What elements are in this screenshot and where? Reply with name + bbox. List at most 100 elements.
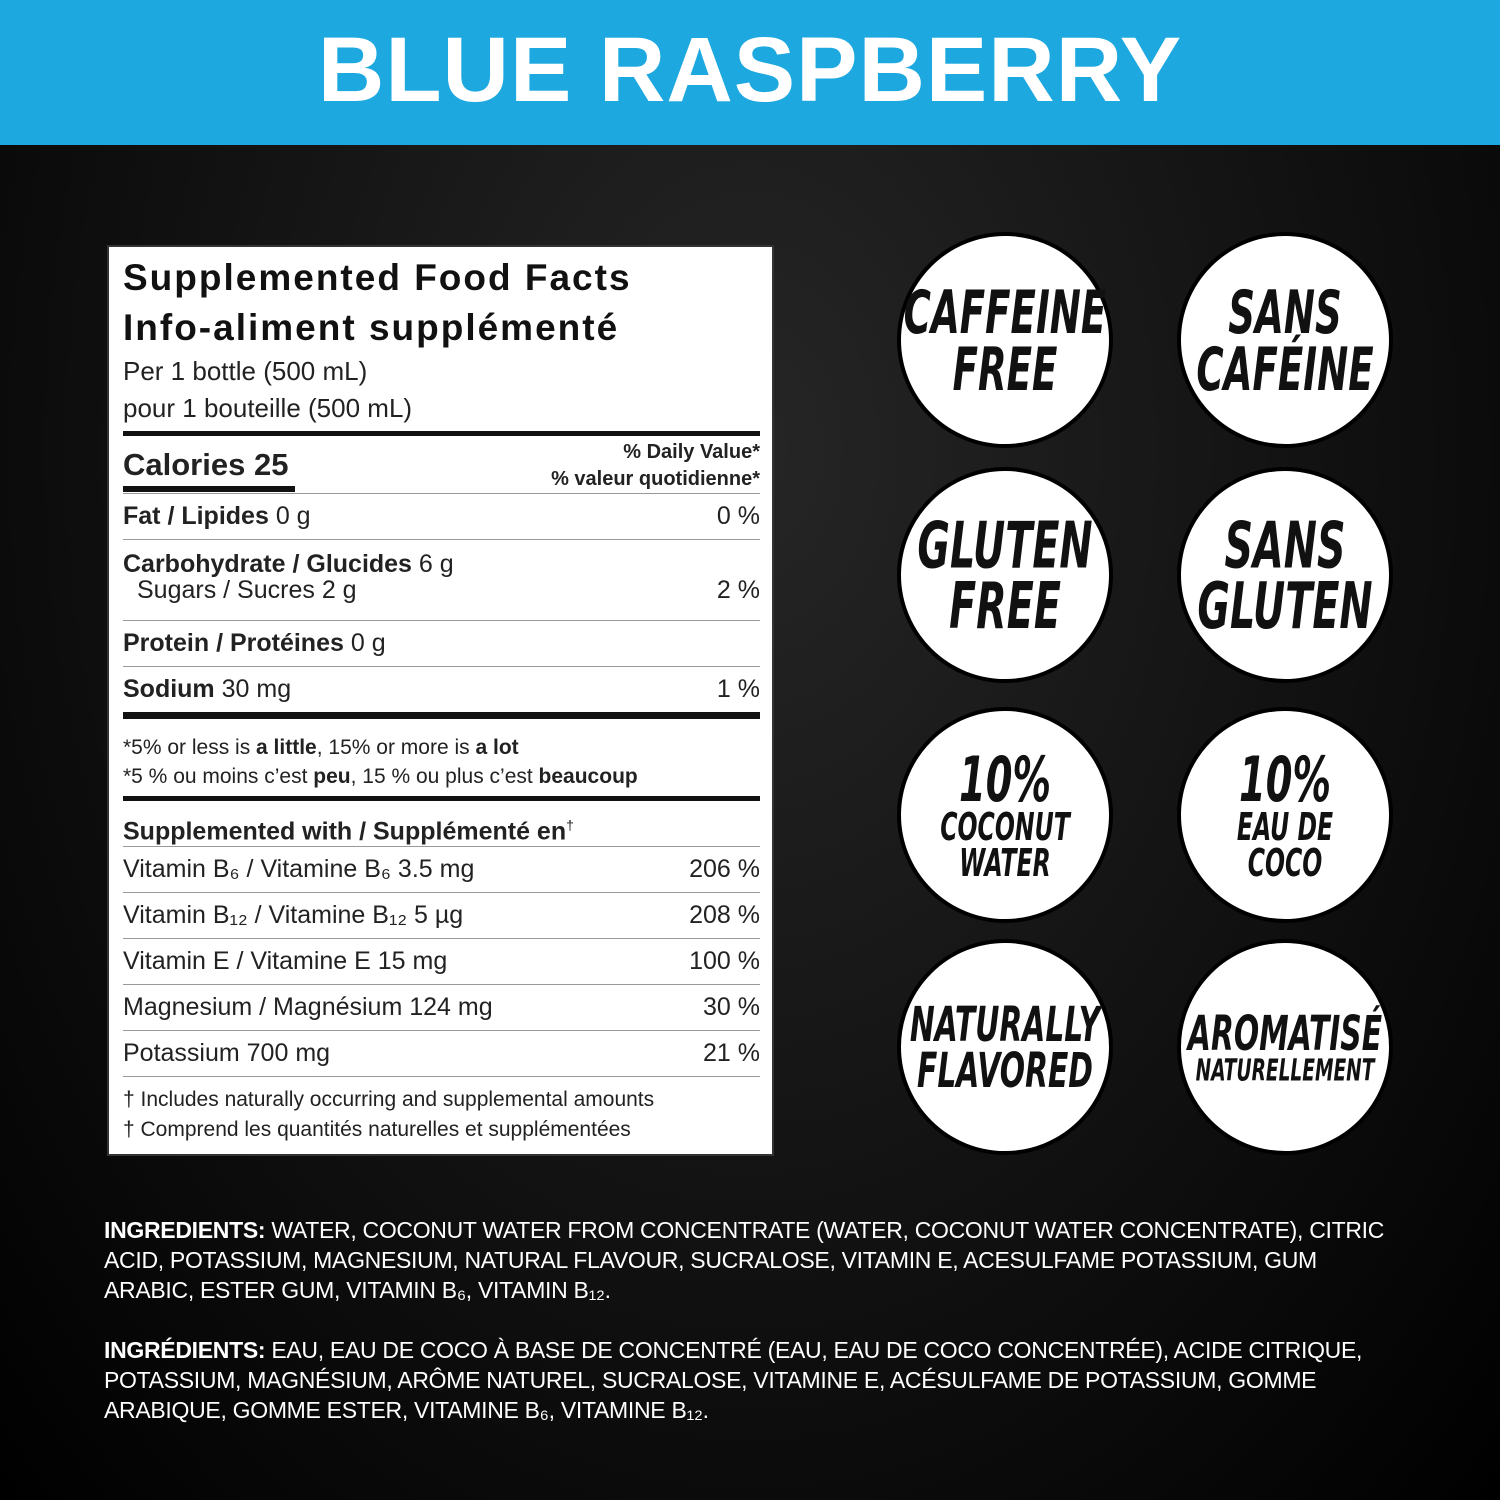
footnote: † Includes naturally occurring and suppl… [123, 1088, 655, 1111]
badge-text: SANS [1228, 278, 1341, 348]
dv-heading: % valeur quotidienne* [551, 468, 760, 490]
daily-value: 206 % [689, 855, 760, 883]
badge [897, 232, 1113, 448]
badge [897, 467, 1113, 683]
badge-text: NATURELLEMENT [1196, 1053, 1376, 1088]
badge-text: GLUTEN [1197, 569, 1372, 644]
badge-text: NATURALLY [910, 998, 1103, 1053]
vitamin-row: Magnesium / Magnésium 124 mg 30 % [123, 984, 760, 1030]
note-text: *5% or less is [123, 736, 257, 759]
nutrient: Sugars / Sucres 2 g [137, 572, 357, 608]
badge-text: COCO [1248, 842, 1323, 885]
note-text: , 15% or more is [316, 736, 476, 759]
heading: Supplemented with / Supplémenté en [123, 817, 567, 846]
ingredients-label: INGRÉDIENTS: [104, 1337, 266, 1363]
dv-note: *5% or less is a little, 15% or more is … [123, 712, 760, 796]
nutrient-label: Carbohydrate / Glucides [123, 550, 412, 578]
badge-text: GLUTEN [917, 508, 1092, 583]
calories-row: Calories 25 % Daily Value* % valeur quot… [123, 431, 760, 493]
nutrient-row: Protein / Protéines 0 g [123, 620, 760, 666]
badge-text: CAFFEINE [904, 278, 1107, 348]
nutrient: Fat / Lipides 0 g [123, 494, 311, 539]
nutrient-label: Sodium [123, 675, 215, 703]
badge [897, 707, 1113, 923]
nutrient-row: Fat / Lipides 0 g 0 % [123, 493, 760, 539]
note-line: *5% or less is a little, 15% or more is … [123, 733, 760, 762]
calories: Calories 25 [123, 440, 295, 492]
vitamin-label: Magnesium / Magnésium 124 mg [123, 993, 493, 1021]
vitamin-row: Vitamin E / Vitamine E 15 mg 100 % [123, 938, 760, 984]
badge-text: 10% [1239, 744, 1331, 816]
nutrient-amount: 6 g [418, 550, 454, 578]
note-text: beaucoup [538, 765, 638, 788]
daily-value: 0 % [716, 502, 760, 530]
nutrition-facts: Supplemented Food Facts Info-aliment sup… [107, 245, 774, 1156]
badge-text: EAU DE [1237, 806, 1334, 849]
daily-value: 100 % [689, 947, 760, 975]
note-text: , 15 % ou plus c’est [350, 765, 539, 788]
footnote: † Comprend les quantités naturelles et s… [123, 1118, 631, 1141]
badge-text: AROMATISÉ [1186, 1005, 1382, 1061]
line: Sugars / Sucres 2 g 2 % [123, 572, 760, 608]
badge [1177, 232, 1393, 448]
note-text: a lot [475, 736, 519, 759]
badge-text: 10% [959, 744, 1051, 816]
badge-text: WATER [959, 842, 1050, 885]
facts-title: Supplemented Food Facts [123, 257, 632, 298]
badge-text: COCONUT [940, 806, 1071, 849]
nutrient-row: Carbohydrate / Glucides 6 g Sugars / Sucr… [123, 539, 760, 620]
line: Carbohydrate / Glucides 6 g [123, 540, 760, 578]
ingredients-fr: INGRÉDIENTS: EAU, EAU DE COCO À BASE DE … [104, 1335, 1404, 1425]
facts-title: Info-aliment supplémenté [123, 307, 620, 348]
badge [1177, 467, 1393, 683]
nutrient-row: Sodium 30 mg 1 % [123, 666, 760, 712]
nutrient-rows: Fat / Lipides 0 g 0 % Carbohydrate / Gluci… [123, 493, 760, 712]
nutrient-amount: 0 g [275, 502, 311, 530]
vitamin-row: Vitamin B₆ / Vitamine B₆ 3.5 mg 206 % [123, 846, 760, 892]
note-text: peu [313, 765, 351, 788]
vitamin-rows: Vitamin B₆ / Vitamine B₆ 3.5 mg 206 % Vita… [123, 846, 760, 1076]
nutrient-amount: 2 g [321, 576, 357, 604]
vitamin-label: Potassium 700 mg [123, 1039, 331, 1067]
badge-text: CAFÉINE [1196, 333, 1373, 404]
vitamin-label: Vitamin B₁₂ / Vitamine B₁₂ 5 µg [123, 901, 464, 929]
serving: pour 1 bouteille (500 mL) [123, 393, 413, 423]
serving: Per 1 bottle (500 mL) [123, 356, 368, 386]
vitamin-row: Potassium 700 mg 21 % [123, 1030, 760, 1076]
footnotes: † Includes naturally occurring and suppl… [123, 1076, 760, 1145]
nutrient-amount: 0 g [350, 629, 386, 657]
badge-text: FLAVORED [917, 1044, 1093, 1099]
nutrient-amount: 30 mg [221, 675, 292, 703]
daily-value: 2 % [716, 576, 760, 604]
dv-heading: % Daily Value* [623, 441, 760, 463]
dagger: † [566, 817, 574, 833]
nutrient-label: Sugars / Sucres [137, 576, 315, 604]
ingredients-en: INGREDIENTS: WATER, COCONUT WATER FROM C… [104, 1215, 1404, 1305]
badge-text: FREE [953, 335, 1058, 405]
note-text: a little [256, 736, 317, 759]
supplemented-heading: Supplemented with / Supplémenté en† [123, 796, 760, 846]
nutrient: Carbohydrate / Glucides 6 g [123, 550, 454, 578]
nutrient: Protein / Protéines 0 g [123, 621, 386, 666]
daily-value: 21 % [703, 1039, 760, 1067]
badge-text: FREE [949, 569, 1061, 644]
nutrient: Sodium 30 mg [123, 667, 291, 712]
daily-value: 208 % [689, 901, 760, 929]
vitamin-row: Vitamin B₁₂ / Vitamine B₁₂ 5 µg 208 % [123, 892, 760, 938]
badge-text: SANS [1224, 508, 1345, 583]
daily-value: 1 % [716, 675, 760, 703]
nutrient-label: Protein / Protéines [123, 629, 344, 657]
vitamin-label: Vitamin B₆ / Vitamine B₆ 3.5 mg [123, 855, 475, 883]
title: BLUE RASPBERRY [0, 0, 1500, 145]
vitamin-label: Vitamin E / Vitamine E 15 mg [123, 947, 448, 975]
badge [1177, 939, 1393, 1155]
badge [1177, 707, 1393, 923]
nutrient-label: Fat / Lipides [123, 502, 269, 530]
ingredients-label: INGREDIENTS: [104, 1217, 266, 1243]
ingredients-text: WATER, COCONUT WATER FROM CONCENTRATE (W… [104, 1217, 1385, 1303]
badge [897, 939, 1113, 1155]
note-text: *5 % ou moins c’est [123, 765, 314, 788]
note-line: *5 % ou moins c’est peu, 15 % ou plus c’… [123, 762, 760, 791]
